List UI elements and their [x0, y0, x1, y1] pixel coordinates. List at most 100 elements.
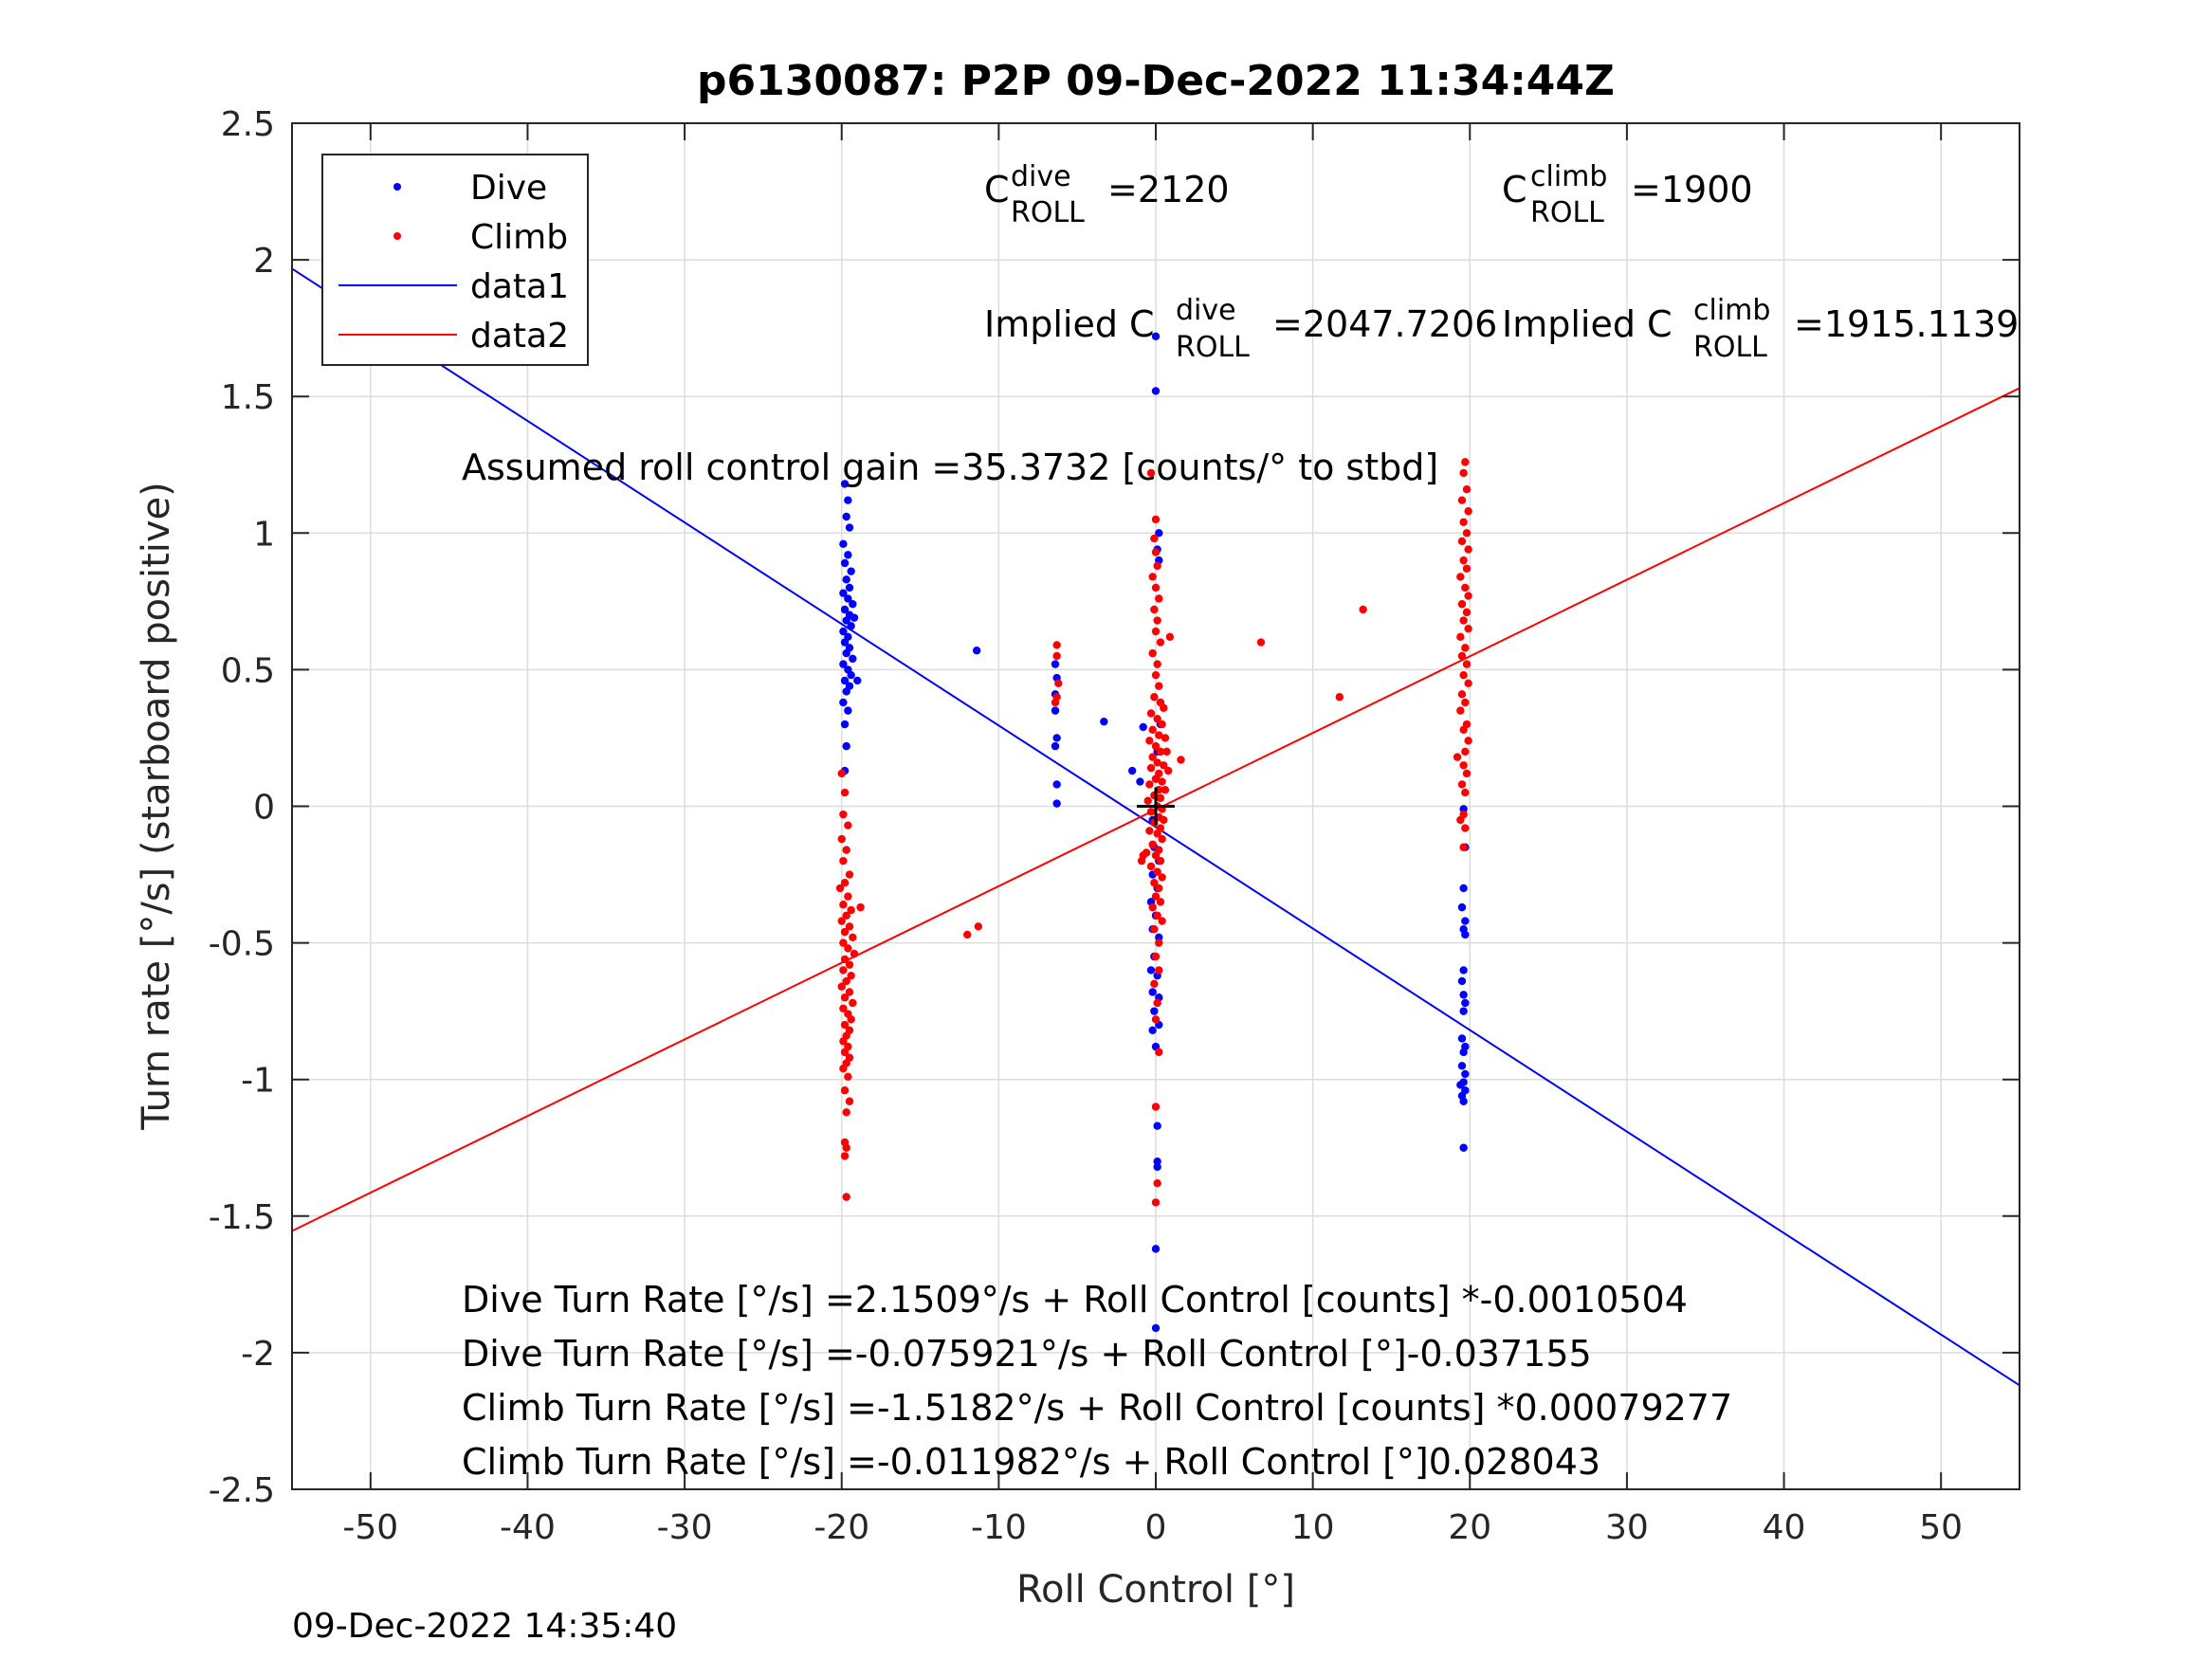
climb-point: [839, 810, 848, 819]
x-tick-label: 10: [1291, 1508, 1335, 1547]
implied-c-dive-symbol: Implied C: [984, 303, 1155, 345]
climb-point: [842, 846, 850, 854]
climb-point: [1459, 468, 1468, 478]
climb-point: [840, 878, 850, 887]
climb-point: [963, 930, 972, 939]
climb-point: [1148, 573, 1157, 581]
climb-point: [839, 966, 848, 975]
dive-degrees-equation: Dive Turn Rate [°/s] =-0.075921°/s + Rol…: [462, 1333, 1592, 1375]
y-tick-label: -1.5: [209, 1198, 275, 1237]
climb-point: [1155, 594, 1163, 603]
dive-point: [847, 567, 855, 575]
dive-point: [1051, 660, 1060, 668]
climb-point: [1153, 758, 1161, 767]
implied-c-climb-superscript: climb: [1693, 294, 1770, 327]
climb-point: [840, 788, 850, 797]
climb-point: [1461, 583, 1470, 592]
dive-point: [1100, 717, 1108, 726]
dive-point: [839, 627, 848, 636]
climb-point: [847, 905, 855, 915]
climb-point: [1156, 856, 1165, 866]
climb-point: [1158, 873, 1166, 882]
dive-point: [1052, 780, 1061, 789]
climb-point: [1153, 1179, 1161, 1188]
dive-point: [1461, 930, 1470, 939]
dive-point: [1051, 741, 1060, 751]
x-tick-label: -40: [500, 1508, 556, 1547]
y-tick-label: -2.5: [209, 1471, 275, 1510]
c-dive-annotation: C dive ROLL =2120: [984, 160, 1230, 229]
climb-point: [1457, 651, 1467, 661]
dive-point: [1155, 529, 1163, 538]
climb-point: [842, 1108, 850, 1117]
dive-point: [1051, 706, 1060, 715]
climb-point: [1148, 648, 1157, 658]
dive-point: [1052, 734, 1061, 742]
legend-dive-label: Dive: [470, 169, 547, 208]
y-tick-label: 2.5: [221, 105, 275, 144]
climb-point: [1151, 515, 1161, 524]
climb-point: [1459, 556, 1468, 565]
climb-point: [1462, 484, 1472, 494]
dive-point: [1151, 1323, 1161, 1333]
climb-point: [1151, 1198, 1161, 1207]
climb-point: [1461, 458, 1470, 466]
climb-point: [844, 944, 852, 953]
climb-point: [1151, 851, 1161, 860]
climb-point: [1158, 834, 1166, 844]
climb-counts-equation: Climb Turn Rate [°/s] =-1.5182°/s + Roll…: [462, 1387, 1732, 1429]
climb-point: [1464, 507, 1472, 516]
legend-data1-label: data1: [470, 267, 569, 306]
c-dive-subscript: ROLL: [1011, 196, 1085, 229]
climb-point: [1151, 583, 1161, 592]
dive-point: [1139, 722, 1147, 732]
climb-point: [1164, 766, 1173, 775]
implied-c-dive-superscript: dive: [1176, 294, 1236, 327]
climb-point: [1459, 518, 1468, 526]
climb-point: [1158, 720, 1166, 729]
implied-c-climb-subscript: ROLL: [1693, 331, 1767, 364]
climb-point: [1464, 624, 1472, 633]
x-tick-label: 50: [1919, 1508, 1963, 1547]
climb-point: [1462, 608, 1472, 617]
y-tick-label: 2: [253, 242, 275, 281]
climb-point: [1148, 753, 1157, 761]
climb-point: [1464, 545, 1472, 554]
dive-point: [849, 654, 857, 664]
y-tick-label: 1: [253, 515, 275, 554]
climb-point: [1150, 878, 1159, 887]
dive-point: [844, 706, 852, 715]
climb-point: [1453, 753, 1462, 761]
climb-point: [1459, 670, 1468, 680]
gain-annotation: Assumed roll control gain =35.3732 [coun…: [462, 447, 1438, 488]
climb-point: [1151, 1015, 1161, 1024]
y-tick-labels: 2.5 2 1.5 1 0.5 0 -0.5 -1 -1.5 -2 -2.5: [209, 105, 275, 1510]
climb-point: [840, 1020, 850, 1030]
climb-point: [1456, 815, 1465, 825]
dive-point: [1151, 1245, 1161, 1253]
x-tick-label: 0: [1145, 1508, 1167, 1547]
x-tick-label: 40: [1763, 1508, 1806, 1547]
c-climb-subscript: ROLL: [1530, 196, 1604, 229]
climb-point: [1457, 600, 1467, 609]
x-tick-label: -10: [971, 1508, 1027, 1547]
c-climb-value: =1900: [1631, 169, 1753, 210]
climb-point: [1146, 709, 1156, 718]
climb-point: [1161, 734, 1170, 742]
dive-point: [1457, 1062, 1467, 1070]
climb-point: [1153, 561, 1161, 571]
implied-c-climb-annotation: Implied C climb ROLL =1915.1139: [1502, 294, 2019, 364]
climb-point: [840, 1086, 850, 1095]
dive-point: [1153, 1157, 1161, 1166]
climb-point: [1151, 952, 1161, 961]
c-climb-superscript: climb: [1530, 160, 1607, 193]
dive-point: [844, 551, 852, 559]
dive-point: [840, 720, 850, 729]
climb-point: [840, 927, 850, 937]
climb-point: [1153, 660, 1161, 668]
climb-point: [837, 834, 846, 844]
climb-point: [1153, 998, 1161, 1008]
dive-point: [1155, 933, 1163, 942]
climb-point: [1151, 1103, 1161, 1111]
climb-point: [1456, 632, 1465, 642]
